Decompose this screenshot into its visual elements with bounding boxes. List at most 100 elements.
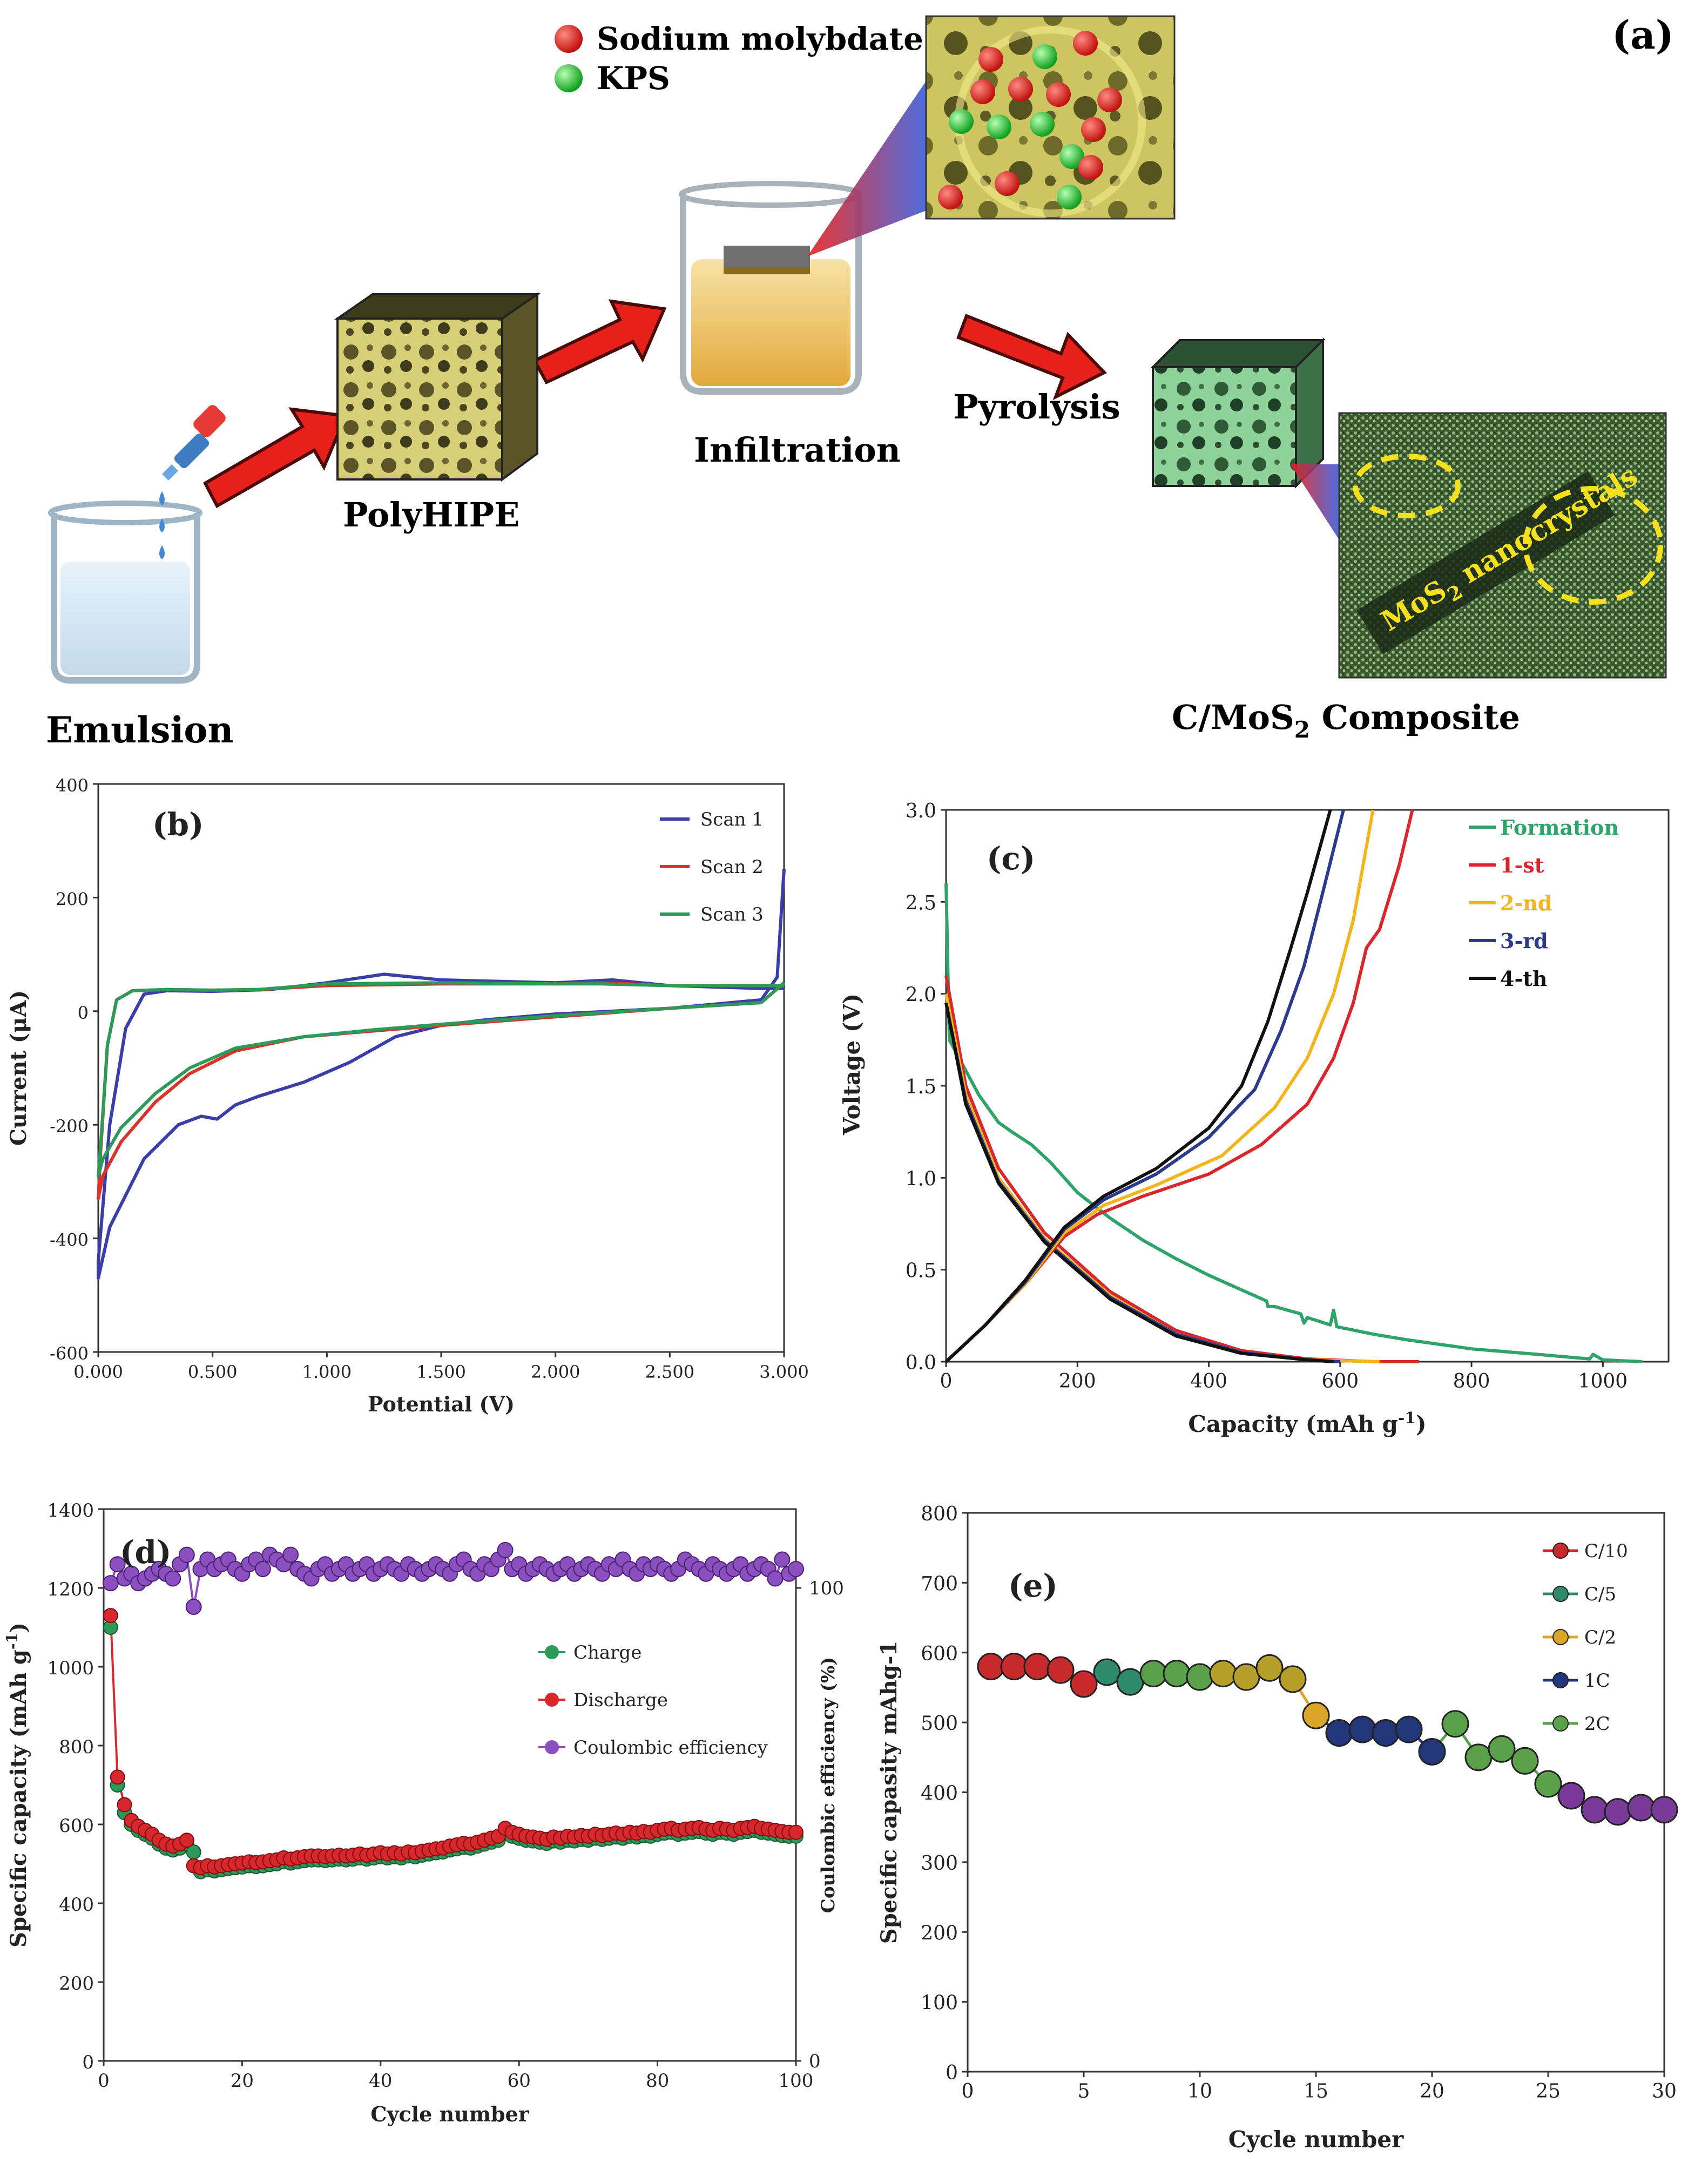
panel-a: (a) Sodium molybdate KPS Emulsion (46, 12, 1674, 751)
y-tick-label: 400 (56, 775, 89, 796)
legend-marker (545, 1693, 559, 1707)
rate-point (1488, 1735, 1516, 1763)
legend-label: Discharge (573, 1689, 668, 1711)
rate-point (1000, 1653, 1028, 1681)
legend-label: 2-nd (1500, 891, 1552, 915)
x-tick-label: 10 (1187, 2080, 1212, 2102)
legend-marker (1552, 1629, 1569, 1645)
y-tick-label: 2.0 (906, 984, 936, 1006)
x-axis-title: Cycle number (370, 2102, 530, 2126)
legend-label: 4-th (1500, 966, 1547, 991)
coulombic-point (178, 1546, 195, 1563)
legend-marker (545, 1740, 559, 1754)
rate-point (1627, 1794, 1655, 1822)
nanocrystal-highlight (1523, 486, 1663, 605)
x-tick-label: 60 (508, 2070, 531, 2092)
x-tick-label: 25 (1536, 2080, 1561, 2102)
rate-point (1557, 1782, 1585, 1810)
rate-point (1395, 1715, 1423, 1743)
y-tick-label: 1.5 (906, 1076, 936, 1098)
y-tick-label: 500 (921, 1713, 958, 1735)
y-tick-label: 1200 (47, 1579, 94, 1600)
x-tick-label: 15 (1304, 2080, 1328, 2102)
rate-point (1302, 1701, 1330, 1729)
charge-curve (944, 809, 1414, 1363)
composite-cube (1150, 337, 1326, 489)
y-tick-label: 800 (921, 1503, 958, 1525)
y-tick-label: 100 (921, 1992, 958, 2014)
x-tick-label: 30 (1652, 2080, 1677, 2102)
legend-marker (1552, 1543, 1569, 1559)
x-tick-label: 600 (1321, 1370, 1359, 1392)
y-tick-label: 0 (82, 2052, 94, 2073)
y-tick-label: 1000 (47, 1658, 94, 1679)
y2-tick-label: 100 (809, 1578, 844, 1599)
x-axis-title: Potential (V) (368, 1392, 515, 1416)
rate-point (1325, 1719, 1353, 1747)
coulombic-point (497, 1541, 514, 1558)
discharge-curve (944, 993, 1380, 1363)
y-tick-label: 1400 (47, 1500, 94, 1522)
y-tick-label: 0.0 (906, 1352, 936, 1374)
x-tick-label: 20 (231, 2070, 254, 2092)
y-tick-label: 3.0 (906, 800, 936, 822)
dropper-icon (159, 405, 226, 559)
x-tick-label: 1.500 (416, 1362, 466, 1382)
legend-label: Coulombic efficiency (573, 1737, 768, 1759)
y-tick-label: 0 (946, 2062, 958, 2084)
x-tick-label: 200 (1059, 1370, 1096, 1392)
x-axis-title: Capacity (mAh g-1) (1188, 1408, 1426, 1437)
series-line (97, 981, 785, 1200)
x-tick-label: 20 (1420, 2080, 1444, 2102)
x-tick-label: 80 (646, 2070, 669, 2092)
arrow-icon (203, 407, 348, 509)
charge-curve (944, 809, 1332, 1363)
zoom-funnel (807, 81, 926, 256)
rate-point (1070, 1670, 1098, 1698)
x-tick-label: 0 (98, 2070, 110, 2092)
legend-marker (1552, 1672, 1569, 1688)
legend-label: 2C (1584, 1713, 1610, 1735)
legend-label: 3-rd (1500, 929, 1548, 953)
arrow-icon (532, 299, 667, 384)
chart-d-cycling: 0 20 40 60 80 1000200400600800100012001400010… (3, 1500, 844, 2126)
y-axis-title: Current (μA) (6, 990, 31, 1146)
legend-label: Scan 3 (700, 904, 764, 925)
y-tick-label: 400 (921, 1783, 958, 1805)
discharge-curve (944, 883, 1643, 1363)
coulombic-point (282, 1546, 299, 1563)
y-tick-label: 800 (59, 1736, 94, 1758)
zoom-funnel (1291, 464, 1339, 540)
y2-axis-title: Coulombic efficiency (%) (818, 1657, 839, 1913)
rate-point (1139, 1660, 1167, 1688)
arrow-icon (956, 314, 1107, 401)
legend-marker (1552, 1715, 1569, 1732)
rate-point (1418, 1737, 1446, 1766)
discharge-curve (944, 975, 1419, 1363)
coulombic-point (102, 1575, 119, 1592)
y-axis-title: Specific capacity (mAh g-1) (3, 1622, 31, 1948)
chart-b-cv: 0.000 0.500 1.000 1.500 2.000 2.500 3.000 -600 -… (6, 775, 809, 1416)
x-tick-label: 800 (1453, 1370, 1490, 1392)
legend-label: C/2 (1584, 1627, 1616, 1648)
legend-label: Scan 2 (700, 856, 764, 878)
infiltration-beaker (679, 181, 862, 395)
x-tick-label: 40 (369, 2070, 392, 2092)
rate-point (1279, 1665, 1307, 1693)
coulombic-point (788, 1560, 804, 1577)
polyhipe-cube (334, 292, 541, 482)
sodium-molybdate-marker (555, 25, 583, 53)
x-tick-label: 1000 (1578, 1370, 1628, 1392)
discharge-point (117, 1797, 132, 1813)
y-tick-label: 1.0 (906, 1168, 936, 1190)
step-polyhipe-label: PolyHIPE (343, 495, 519, 535)
coulombic-point (109, 1556, 126, 1573)
step-emulsion-label: Emulsion (46, 709, 233, 751)
y-tick-label: -200 (50, 1116, 89, 1137)
y-tick-label: 0.5 (906, 1260, 936, 1282)
legend-marker (1552, 1586, 1569, 1602)
legend-label: Charge (573, 1642, 642, 1664)
emulsion-beaker (48, 501, 202, 684)
x-tick-label: 2.500 (645, 1362, 695, 1382)
rate-point (1209, 1660, 1237, 1688)
